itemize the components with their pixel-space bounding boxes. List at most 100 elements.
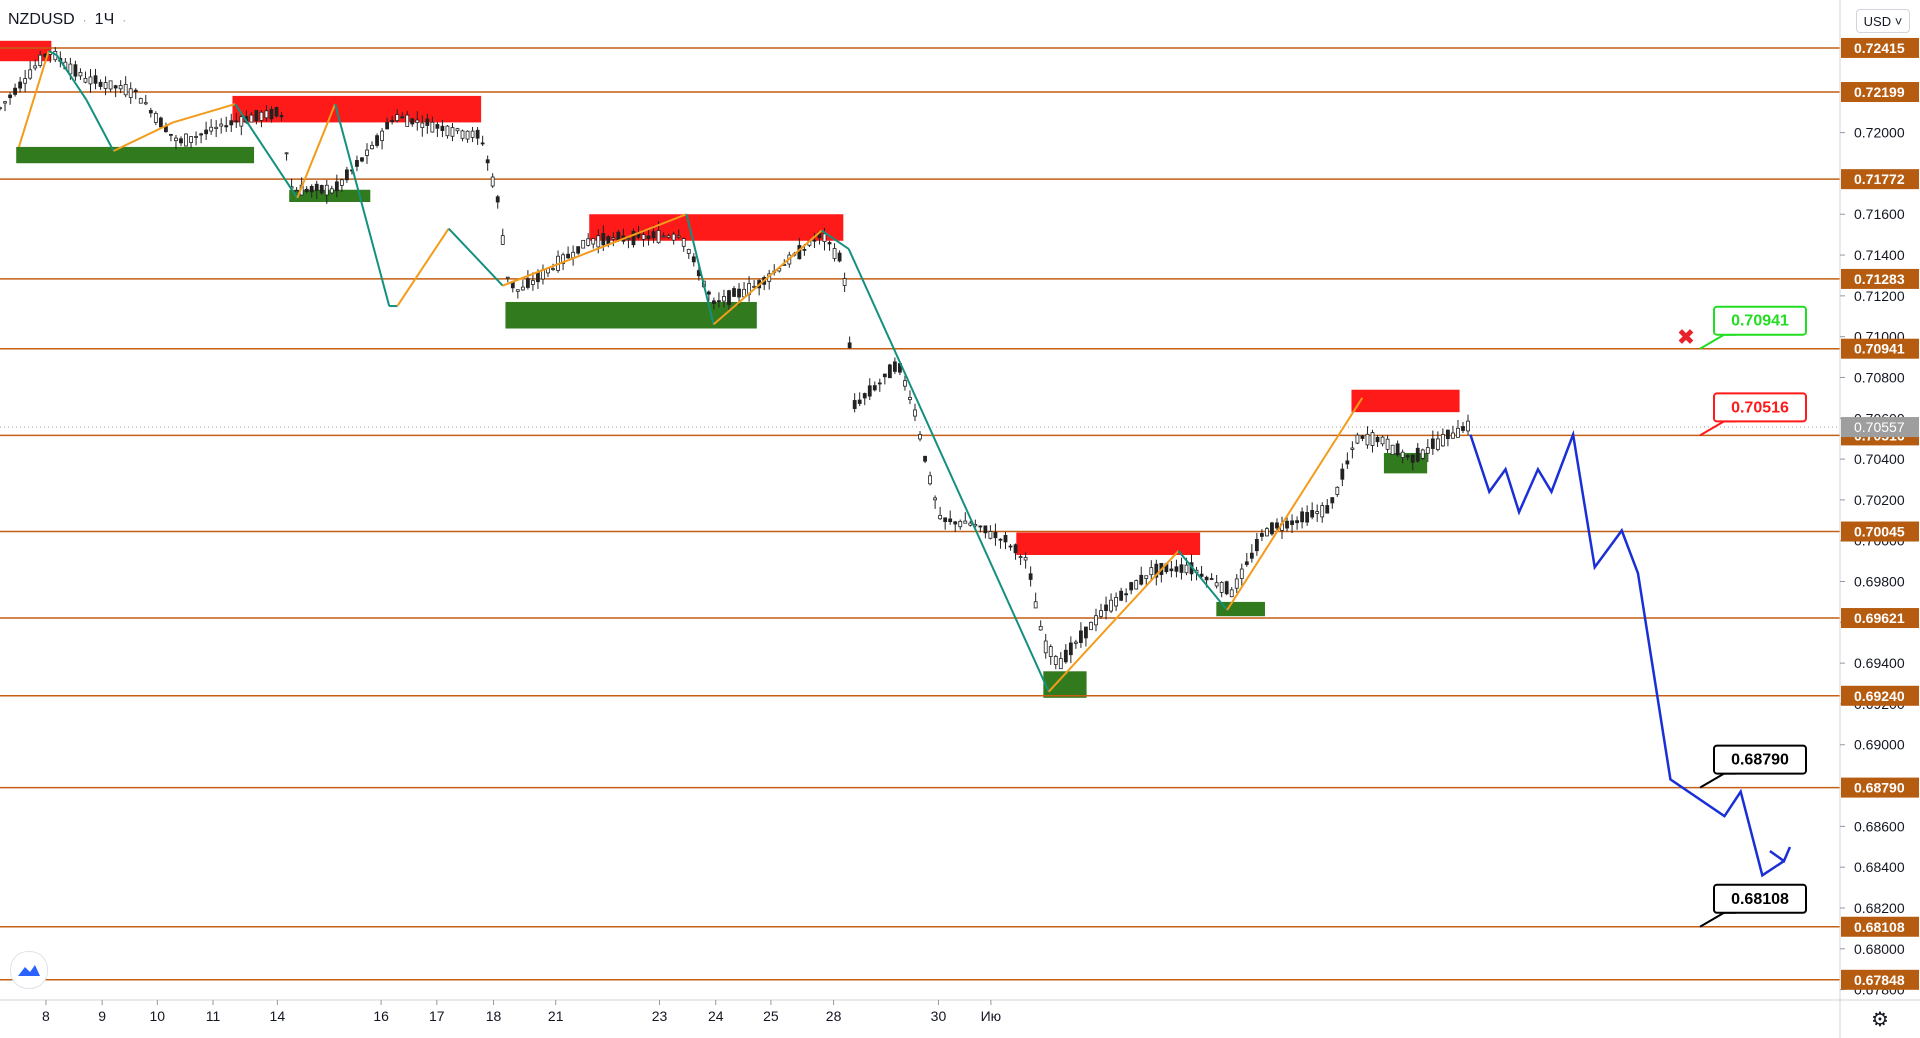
candle-body — [1033, 601, 1038, 609]
candle-body — [360, 157, 364, 162]
price-axis[interactable]: 0.720000.716000.714000.712000.710000.708… — [1839, 0, 1919, 1038]
candle-body — [1425, 447, 1430, 454]
swing-up-line[interactable] — [502, 213, 687, 287]
candle-body — [1073, 641, 1078, 644]
candle-body — [13, 87, 17, 95]
level-price-badge[interactable] — [1841, 685, 1919, 706]
swing-down-line[interactable] — [48, 50, 58, 56]
swing-up-line[interactable] — [396, 227, 450, 307]
candle-body — [8, 94, 12, 99]
support-zone[interactable] — [289, 189, 371, 202]
level-price-badge[interactable] — [1841, 338, 1919, 359]
candle-body — [324, 184, 329, 196]
candle-body — [1395, 443, 1400, 456]
level-price-label: 0.70045 — [1854, 524, 1905, 540]
candle-body — [1285, 520, 1289, 529]
support-zone[interactable] — [1383, 452, 1428, 474]
price-tick-label: 0.71200 — [1854, 288, 1905, 304]
swing-down-line[interactable] — [85, 99, 115, 152]
candle-body — [224, 125, 229, 128]
candle-body — [455, 128, 460, 132]
swing-up-line[interactable] — [17, 50, 50, 148]
candle-body — [199, 133, 203, 136]
candle-body — [978, 525, 983, 528]
support-zone[interactable] — [1043, 671, 1087, 698]
swing-down-line[interactable] — [55, 54, 88, 101]
level-price-badge[interactable] — [1841, 916, 1919, 937]
candle-body — [495, 196, 500, 203]
candle-body — [1043, 640, 1048, 654]
interval-label[interactable]: 1Ч — [94, 11, 115, 28]
callout-box[interactable] — [1713, 305, 1807, 336]
swing-down-line[interactable] — [847, 248, 1050, 693]
swing-up-line[interactable] — [296, 103, 337, 199]
price-tick-label: 0.70200 — [1854, 492, 1905, 508]
candle-body — [1234, 578, 1239, 589]
currency-selector[interactable]: USD ˅ — [1856, 9, 1910, 33]
level-price-badge[interactable] — [1841, 268, 1919, 289]
candle-body — [234, 120, 239, 123]
candle-body — [128, 88, 133, 98]
forecast-path[interactable] — [1469, 429, 1785, 878]
candle-body — [892, 361, 897, 372]
resistance-zone[interactable] — [1016, 532, 1201, 555]
candle-body — [1270, 522, 1274, 535]
candle-body — [948, 518, 953, 523]
candle-body — [988, 531, 993, 539]
symbol-label[interactable]: NZDUSD — [8, 11, 75, 28]
candle-body — [1003, 534, 1008, 543]
level-price-badge[interactable] — [1841, 521, 1919, 542]
callout-box[interactable] — [1713, 744, 1807, 775]
swing-down-line[interactable] — [821, 229, 850, 250]
swing-up-line[interactable] — [1226, 397, 1364, 611]
candle-body — [601, 233, 606, 246]
swing-up-line[interactable] — [712, 229, 823, 326]
candle-body — [1018, 556, 1023, 558]
current-price-badge[interactable] — [1841, 417, 1919, 438]
candle-body — [38, 54, 43, 67]
swing-down-line[interactable] — [447, 227, 504, 287]
candle-body — [1420, 449, 1425, 459]
swing-down-line[interactable] — [334, 103, 391, 307]
support-zone[interactable] — [1216, 601, 1265, 617]
time-tick-label: 30 — [931, 1008, 947, 1024]
level-price-badge[interactable] — [1841, 777, 1919, 798]
swing-down-line[interactable] — [234, 103, 299, 199]
gear-icon[interactable]: ⚙ — [1871, 1008, 1889, 1031]
level-price-badge[interactable] — [1841, 169, 1919, 190]
swing-up-line[interactable] — [1048, 550, 1180, 693]
candle-body — [1008, 545, 1013, 548]
candle-body — [943, 517, 948, 523]
callout-box[interactable] — [1713, 883, 1807, 914]
candle-body — [1119, 590, 1124, 601]
candle-body — [450, 127, 455, 137]
level-price-badge[interactable] — [1841, 82, 1919, 103]
resistance-zone[interactable] — [1351, 389, 1460, 413]
candle-body — [737, 288, 741, 298]
support-zone[interactable] — [16, 146, 255, 164]
candle-body — [1214, 582, 1219, 587]
candle-body — [415, 119, 420, 124]
level-price-badge[interactable] — [1841, 608, 1919, 629]
swing-down-line[interactable] — [685, 214, 715, 325]
resistance-zone[interactable] — [232, 95, 482, 123]
candle-body — [1410, 454, 1415, 463]
candle-body — [0, 107, 2, 110]
candle-body — [913, 409, 917, 417]
tradingview-logo-icon[interactable] — [10, 951, 48, 989]
candle-body — [958, 520, 963, 528]
swing-up-line[interactable] — [172, 103, 236, 124]
resistance-zone[interactable] — [0, 40, 52, 62]
swing-down-line[interactable] — [1177, 550, 1228, 611]
time-axis[interactable]: 8 9 10 11 14 16 17 18 21 23 24 25 28 30 Ию — [0, 999, 1920, 1024]
callout-box[interactable] — [1713, 392, 1807, 423]
candle-body — [440, 125, 445, 131]
swing-up-line[interactable] — [113, 121, 174, 152]
candle-body — [933, 497, 938, 501]
stop-loss-x-icon[interactable]: ✖ — [1677, 326, 1695, 351]
level-price-badge[interactable] — [1841, 37, 1919, 58]
candle-body — [1094, 615, 1098, 626]
level-price-badge[interactable] — [1841, 969, 1919, 990]
candle-body — [98, 81, 103, 87]
